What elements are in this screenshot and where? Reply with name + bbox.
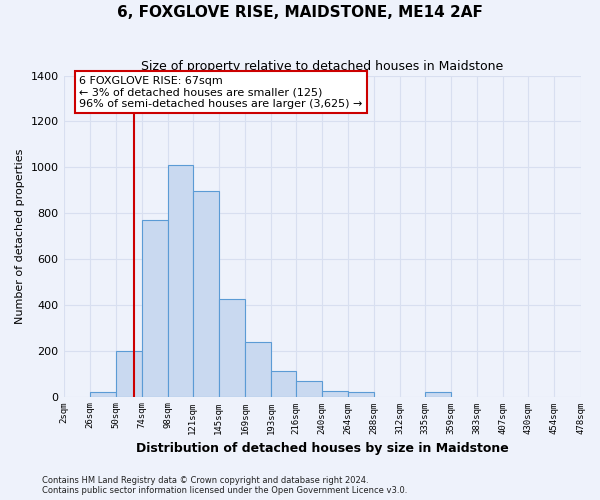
Bar	[168, 165, 193, 396]
Bar	[296, 380, 322, 396]
Bar	[193, 192, 219, 396]
Bar	[271, 372, 296, 396]
Bar	[142, 220, 168, 396]
Bar	[348, 392, 374, 396]
Bar	[245, 342, 271, 396]
Text: 6 FOXGLOVE RISE: 67sqm
← 3% of detached houses are smaller (125)
96% of semi-det: 6 FOXGLOVE RISE: 67sqm ← 3% of detached …	[79, 76, 362, 109]
Bar	[219, 299, 245, 396]
Bar	[116, 350, 142, 397]
Bar	[89, 392, 116, 396]
Text: Contains HM Land Registry data © Crown copyright and database right 2024.
Contai: Contains HM Land Registry data © Crown c…	[42, 476, 407, 495]
Text: 6, FOXGLOVE RISE, MAIDSTONE, ME14 2AF: 6, FOXGLOVE RISE, MAIDSTONE, ME14 2AF	[117, 5, 483, 20]
Bar	[425, 392, 451, 396]
Y-axis label: Number of detached properties: Number of detached properties	[15, 148, 25, 324]
Bar	[322, 391, 348, 396]
X-axis label: Distribution of detached houses by size in Maidstone: Distribution of detached houses by size …	[136, 442, 508, 455]
Title: Size of property relative to detached houses in Maidstone: Size of property relative to detached ho…	[141, 60, 503, 73]
